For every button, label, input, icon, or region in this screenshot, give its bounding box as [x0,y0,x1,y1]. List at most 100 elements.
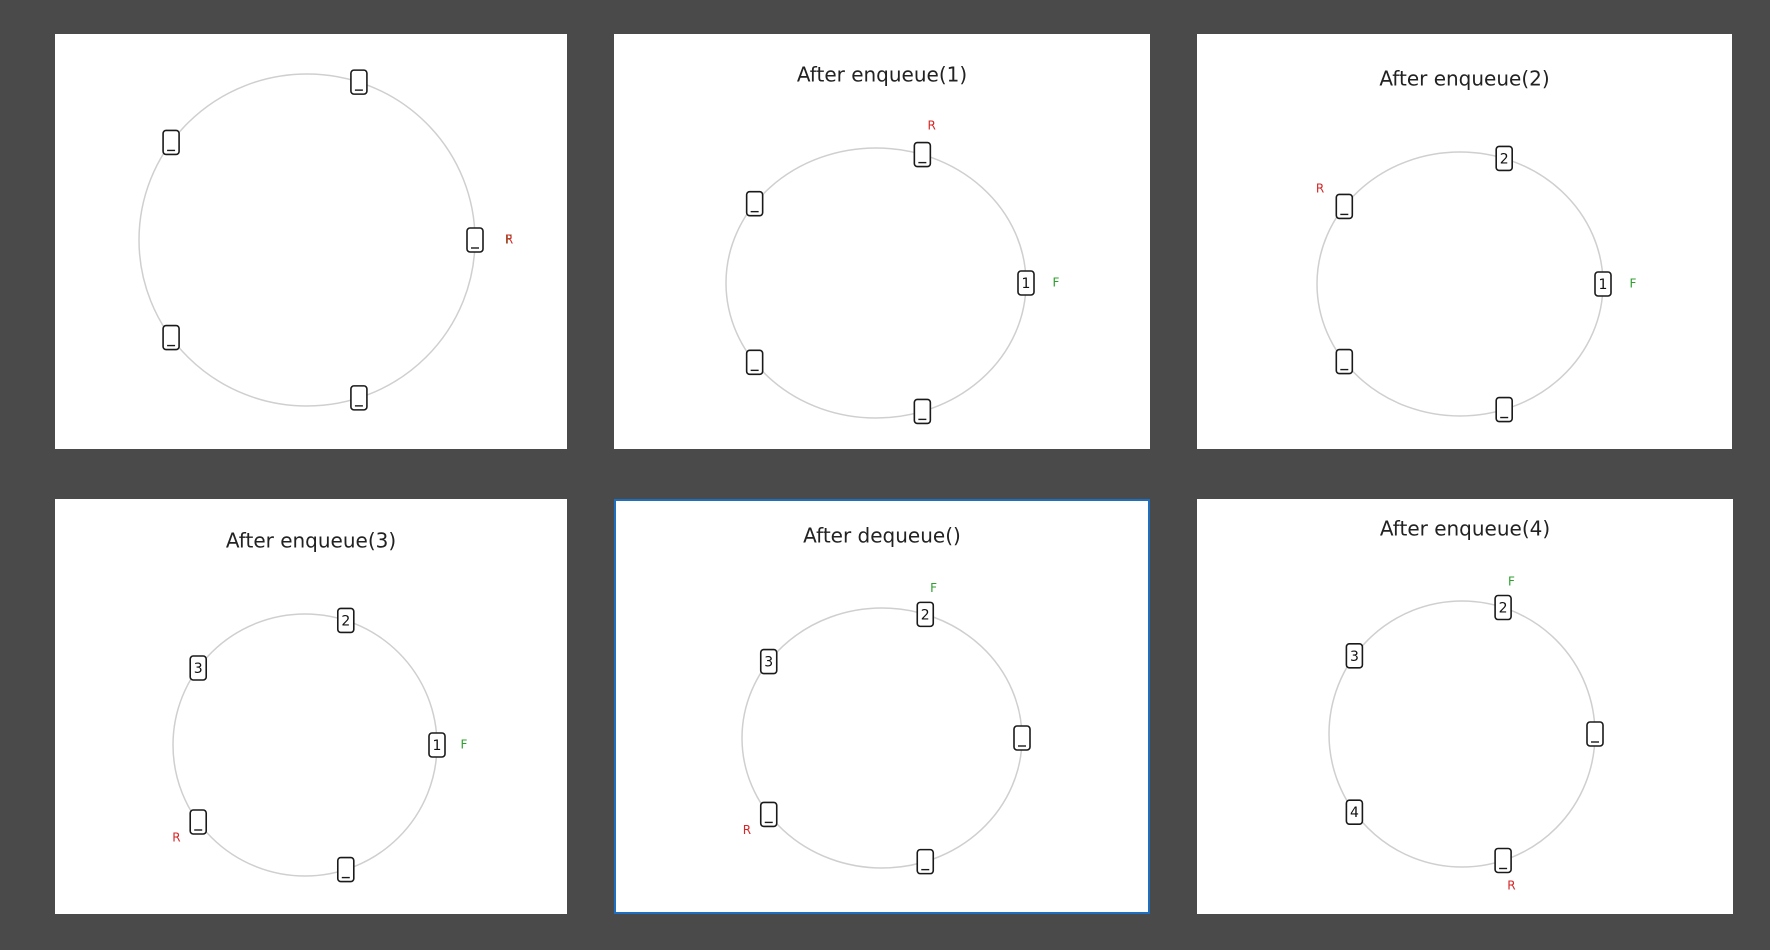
slot-value: 2 [921,607,930,623]
slot-box [336,607,355,634]
circular-buffer-ring [138,73,476,407]
queue-slot[interactable] [913,398,932,425]
queue-slot[interactable] [1335,193,1354,220]
rear-pointer-label: R [927,119,935,133]
slot-value: 2 [341,613,350,629]
slot-box [189,655,208,681]
queue-slot[interactable] [913,141,932,168]
queue-state-panel[interactable]: After enqueue(4) 2 3 4 F R [1197,499,1733,914]
slot-value: 1 [1599,277,1608,293]
slot-box [350,69,368,95]
queue-state-panel[interactable]: After enqueue(2) 1 2 F R [1197,34,1732,449]
slot-box [162,129,180,156]
slot-box [1594,271,1612,297]
queue-slot[interactable]: 2 [1495,145,1513,172]
slot-box [759,801,778,828]
slot-box [336,856,355,883]
queue-slot[interactable] [745,349,764,376]
queue-slot[interactable]: 1 [1017,270,1035,296]
queue-state-panel[interactable]: After enqueue(1) 1 F R [614,34,1150,449]
queue-slot[interactable] [350,69,368,95]
slot-value: 2 [1500,151,1509,167]
slot-box [1494,847,1512,874]
slot-box [1345,643,1364,669]
slot-box [745,349,764,376]
queue-ring-diagram: After enqueue(3) 1 2 3 F R [172,529,468,883]
queue-slot[interactable]: 3 [759,648,778,675]
queue-slot[interactable] [745,190,764,217]
queue-slot[interactable]: 3 [1345,643,1364,669]
queue-slot[interactable] [162,129,180,156]
slot-box [189,809,208,835]
slot-box [745,190,764,217]
queue-slot[interactable]: 2 [916,601,935,628]
queue-slot[interactable] [1013,725,1031,751]
queue-ring-diagram: After enqueue(2) 1 2 F R [1316,67,1637,423]
slot-value: 2 [1499,601,1508,617]
circular-buffer-ring [1316,151,1604,417]
front-pointer-label: F [930,581,937,595]
queue-slot[interactable]: 3 [189,655,208,681]
queue-ring-diagram: After dequeue() 2 3 F R [741,524,1031,875]
slot-box [759,648,778,675]
queue-slot[interactable]: 2 [336,607,355,634]
slot-value: 3 [1350,649,1359,665]
circular-buffer-ring [1328,600,1596,868]
front-pointer-label: F [461,738,468,752]
queue-slot[interactable]: 1 [1594,271,1612,297]
slot-box [1495,396,1513,423]
queue-state-panel[interactable]: After dequeue() 2 3 F R [614,499,1150,914]
slot-box [913,141,932,168]
rear-pointer-label: R [1316,181,1324,195]
panel-title: After enqueue(2) [1379,67,1549,91]
queue-slot[interactable]: 2 [1494,594,1512,621]
queue-state-panel[interactable]: After enqueue(3) 1 2 3 F R [55,499,567,914]
rear-pointer-label: R [505,233,513,247]
queue-ring-diagram: FR [138,69,513,411]
rear-pointer-label: R [1507,879,1515,893]
queue-slot[interactable]: 4 [1345,799,1364,825]
queue-slot[interactable] [1495,396,1513,423]
slot-box [1586,721,1604,747]
front-pointer-label: F [1508,574,1515,588]
slot-box [916,848,935,875]
slot-value: 1 [433,738,442,754]
panel-title: After dequeue() [803,524,961,548]
slot-box [1495,145,1513,172]
slot-box [913,398,932,425]
slot-box [1345,799,1364,825]
queue-slot[interactable] [189,809,208,835]
queue-slot[interactable] [916,848,935,875]
panel-title: After enqueue(3) [226,529,396,553]
queue-slot[interactable] [1586,721,1604,747]
slot-box [1017,270,1035,296]
queue-slot[interactable] [759,801,778,828]
slot-box [466,227,484,253]
queue-slot[interactable] [1494,847,1512,874]
slot-box [916,601,935,628]
queue-slot[interactable] [350,385,368,411]
slot-value: 4 [1350,805,1359,821]
slot-value: 1 [1022,276,1031,292]
slot-box [1494,594,1512,621]
front-pointer-label: F [1630,277,1637,291]
queue-ring-diagram: After enqueue(4) 2 3 4 F R [1328,517,1604,893]
slot-box [428,732,446,758]
queue-slot[interactable] [336,856,355,883]
rear-pointer-label: R [743,823,751,837]
circular-buffer-ring [741,607,1023,869]
rear-pointer-label: R [172,830,180,844]
slot-box [1335,193,1354,220]
circular-buffer-ring [725,147,1027,419]
slot-value: 3 [764,655,773,671]
slot-box [1013,725,1031,751]
panel-title: After enqueue(1) [797,63,967,87]
queue-slot[interactable]: 1 [428,732,446,758]
circular-buffer-ring [172,613,438,877]
queue-slot[interactable] [162,324,180,351]
queue-ring-diagram: After enqueue(1) 1 F R [725,63,1060,425]
queue-slot[interactable] [466,227,484,253]
queue-slot[interactable] [1335,348,1354,375]
